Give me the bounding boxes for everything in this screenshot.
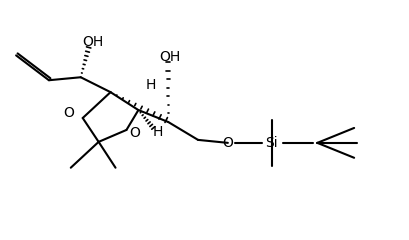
Text: H: H [153, 125, 164, 139]
Text: O: O [129, 126, 140, 140]
Text: O: O [63, 106, 74, 120]
Text: OH: OH [160, 50, 181, 64]
Text: O: O [222, 136, 233, 150]
Text: OH: OH [82, 36, 103, 49]
Text: Si: Si [265, 136, 278, 150]
Text: H: H [145, 78, 155, 92]
